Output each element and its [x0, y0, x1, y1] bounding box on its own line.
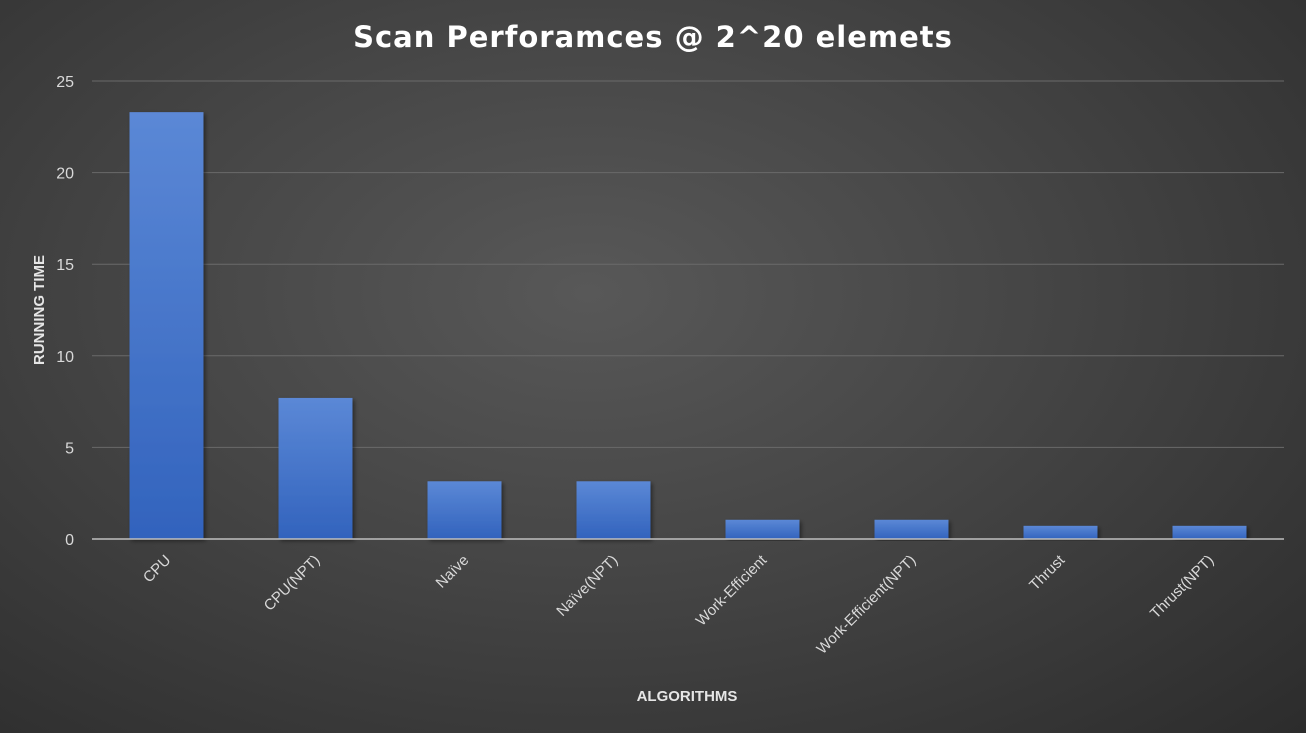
- x-axis-title: ALGORITHMS: [637, 688, 738, 705]
- y-axis-title: RUNNING TIME: [31, 255, 48, 365]
- bars: [129, 112, 1247, 540]
- x-tick-label: Naïve: [433, 552, 473, 592]
- bar-thrust: [1023, 525, 1098, 539]
- x-tick-label: Thrust(NPT): [1147, 552, 1217, 622]
- x-tick-label: CPU: [140, 552, 174, 586]
- x-tick-label: CPU(NPT): [261, 552, 324, 615]
- x-tick-label: Work-Efficient(NPT): [813, 552, 919, 658]
- bar-work-efficient: [725, 519, 800, 539]
- y-tick-label: 0: [65, 532, 74, 549]
- bar-na-ve-npt: [576, 481, 651, 539]
- x-axis-labels: CPU CPU(NPT) Naïve Naïve(NPT) Work-Efficient…: [140, 551, 1217, 658]
- chart-title: Scan Perforamces @ 2^20 elemets: [353, 20, 953, 54]
- y-tick-label: 25: [56, 74, 74, 91]
- bar-cpu: [129, 112, 204, 540]
- y-axis-ticks: 0 5 10 15 20 25: [56, 74, 74, 549]
- bar-cpu-npt: [278, 397, 353, 539]
- x-tick-label: Work-Efficient: [693, 551, 771, 629]
- x-tick-label: Thrust: [1026, 551, 1069, 594]
- x-tick-label: Naïve(NPT): [553, 552, 621, 620]
- y-tick-label: 10: [56, 349, 74, 366]
- bar-work-efficient-npt: [874, 519, 949, 539]
- bar-na-ve: [427, 481, 502, 539]
- y-tick-label: 15: [56, 257, 74, 274]
- y-tick-label: 20: [56, 166, 74, 183]
- y-tick-label: 5: [65, 440, 74, 457]
- bar-thrust-npt: [1172, 525, 1247, 539]
- gridlines: [92, 80, 1284, 448]
